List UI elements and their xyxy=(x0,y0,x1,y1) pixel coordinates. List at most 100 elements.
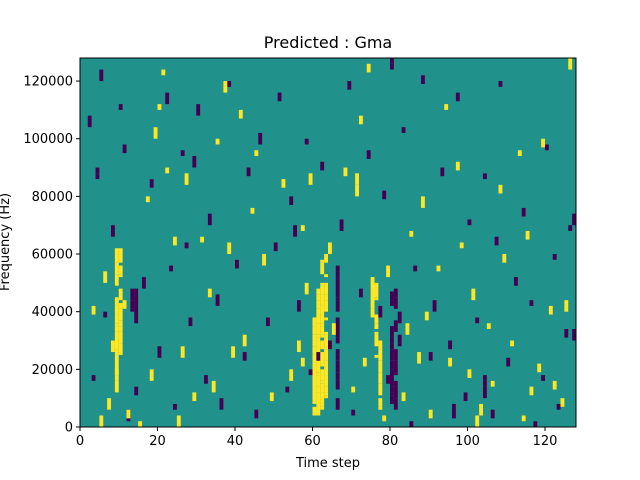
high-value-cell xyxy=(227,242,232,255)
high-value-column xyxy=(374,297,379,301)
high-value-column xyxy=(320,334,325,338)
low-value-column xyxy=(572,213,577,220)
high-value-cell xyxy=(173,236,177,246)
high-value-column xyxy=(374,291,379,298)
high-value-cell xyxy=(91,305,96,315)
low-value-column xyxy=(134,305,139,315)
high-value-cell xyxy=(328,242,332,255)
y-axis: 0 20000 40000 60000 80000 100000 120000 xyxy=(23,75,80,436)
high-value-cell xyxy=(537,363,542,373)
high-value-column xyxy=(324,282,329,292)
high-value-column xyxy=(114,377,119,381)
low-value-cell xyxy=(207,213,212,226)
high-value-cell xyxy=(479,403,484,416)
low-value-column xyxy=(335,360,340,373)
low-value-column xyxy=(335,277,340,280)
high-value-cell xyxy=(254,150,259,157)
low-value-cell xyxy=(320,161,325,171)
high-value-column xyxy=(312,340,317,347)
low-value-column xyxy=(397,343,402,347)
low-value-cell xyxy=(541,375,546,381)
high-value-cell xyxy=(486,323,491,329)
low-value-cell xyxy=(448,340,453,350)
low-value-cell xyxy=(99,69,104,82)
high-value-column xyxy=(320,406,325,410)
high-value-cell xyxy=(149,369,154,381)
low-value-cell xyxy=(111,225,115,237)
low-value-cell xyxy=(498,81,503,87)
high-value-column xyxy=(370,291,375,304)
high-value-column xyxy=(320,383,325,393)
low-value-column xyxy=(390,360,394,370)
low-value-cell xyxy=(328,340,332,350)
low-value-cell xyxy=(401,127,406,133)
high-value-column xyxy=(324,360,329,367)
high-value-cell xyxy=(428,409,433,419)
low-value-column xyxy=(572,219,577,226)
high-value-column xyxy=(320,262,325,266)
low-value-cell xyxy=(215,294,220,306)
high-value-column xyxy=(324,274,329,278)
low-value-cell xyxy=(165,92,170,105)
high-value-column xyxy=(312,401,317,404)
low-value-column xyxy=(393,297,398,309)
low-value-column xyxy=(393,320,398,332)
high-value-column xyxy=(312,366,317,378)
high-value-column xyxy=(114,303,119,306)
high-value-cell xyxy=(421,196,425,208)
high-value-column xyxy=(114,323,119,327)
low-value-cell xyxy=(149,179,154,188)
low-value-column xyxy=(390,63,394,70)
high-value-column xyxy=(118,308,123,321)
low-value-column xyxy=(390,303,394,306)
low-value-cell xyxy=(91,375,96,381)
high-value-cell xyxy=(231,346,236,358)
high-value-column xyxy=(324,349,329,361)
low-value-cell xyxy=(455,92,460,102)
low-value-column xyxy=(393,372,398,376)
low-value-column xyxy=(335,349,340,355)
low-value-cell xyxy=(169,265,174,272)
low-value-column xyxy=(390,349,394,355)
high-value-column xyxy=(324,331,329,335)
low-value-cell xyxy=(556,403,561,410)
low-value-column xyxy=(452,415,456,419)
high-value-column xyxy=(316,323,321,335)
high-value-column xyxy=(312,412,317,416)
low-value-cell xyxy=(142,277,146,289)
low-value-column xyxy=(335,380,340,390)
high-value-cell xyxy=(386,265,391,278)
high-value-cell xyxy=(459,242,464,249)
high-value-cell xyxy=(238,109,243,119)
high-value-cell xyxy=(242,334,247,347)
high-value-cell xyxy=(99,415,104,427)
high-value-column xyxy=(316,300,321,309)
low-value-column xyxy=(390,369,394,378)
high-value-column xyxy=(320,363,325,367)
low-value-cell xyxy=(103,311,108,318)
high-value-column xyxy=(114,254,119,263)
low-value-cell xyxy=(235,259,239,269)
high-value-cell xyxy=(184,173,189,185)
x-axis: 0 20 40 60 80 100 120 xyxy=(76,427,557,449)
high-value-column xyxy=(114,354,119,367)
high-value-cell xyxy=(180,346,185,358)
high-value-column xyxy=(316,334,321,338)
high-value-column xyxy=(320,403,325,407)
low-value-column xyxy=(134,291,139,295)
low-value-column xyxy=(397,314,402,324)
high-value-column xyxy=(312,389,317,402)
plot-frame xyxy=(79,57,577,428)
high-value-column xyxy=(320,305,325,315)
high-value-column xyxy=(324,375,329,378)
low-value-column xyxy=(393,366,398,373)
high-value-column xyxy=(312,346,317,355)
x-tick-label: 100 xyxy=(455,434,480,449)
low-value-column xyxy=(390,337,394,344)
high-value-cell xyxy=(138,421,143,427)
high-value-cell xyxy=(300,357,305,367)
low-value-column xyxy=(483,380,487,387)
high-value-column xyxy=(374,282,379,292)
high-value-cell xyxy=(560,398,565,407)
high-value-column xyxy=(324,337,329,350)
